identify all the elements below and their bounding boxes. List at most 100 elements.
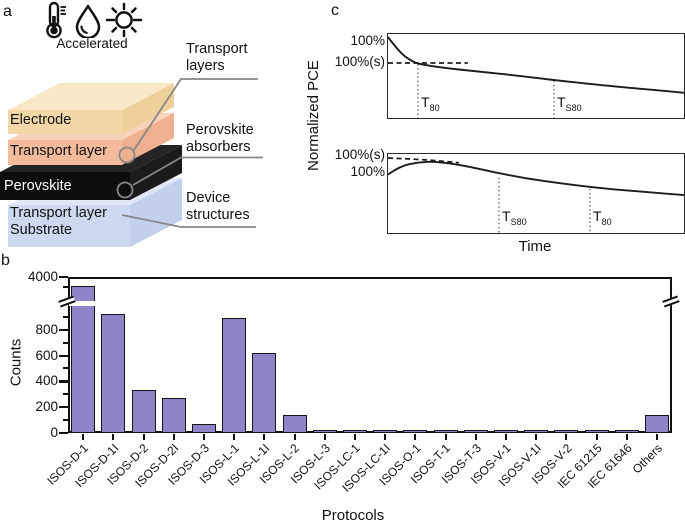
layer-label-transport-top: Transport layer [10,143,107,159]
bar-ISOS-L-2 [282,415,307,433]
y-minor-tick [63,315,68,318]
callout-connectors [116,78,263,228]
x-tick [353,434,356,440]
x-tick [323,434,326,440]
y-minor-tick [63,367,68,370]
layer-label-electrode: Electrode [10,112,72,128]
y-tick [59,328,68,331]
y-minor-tick [63,419,68,422]
y-tick [59,380,68,383]
x-tick [293,434,296,440]
ts80-marker-bottom: TS80 [502,208,527,227]
y-tick-label-800: 800 [35,321,58,337]
layer-label-perovskite: Perovskite [4,178,72,194]
pce-top-stabilized-label: 100%(s) [334,54,385,69]
bar-ISOS-LC-1I [373,430,398,433]
sun-icon [105,2,143,38]
pce-axis-label: Normalized PCE [304,59,322,171]
y-minor-tick [63,341,68,344]
y-tick-label-0: 0 [50,425,58,440]
panel-b-label: b [1,252,10,269]
perovskite-slab-front [0,172,130,200]
layer-label-substrate: Substrate [10,222,73,238]
bar-Others [644,415,669,433]
pce-bottom-initial-label: 100% [350,164,385,179]
transport-slab-side [122,113,174,165]
accelerated-label: Accelerated [56,36,128,51]
droplet-icon [75,4,101,38]
bar-ISOS-L-3 [312,430,337,433]
bar-ISOS-V-1 [493,430,518,433]
x-tick [172,434,175,440]
t80-marker-top: T80 [421,94,440,113]
y-tick-label-600: 600 [35,347,58,363]
y-tick [59,432,68,435]
pce-bottom-stabilized-label: 100%(s) [334,147,385,162]
x-tick [202,434,205,440]
bar-ISOS-O-1 [403,430,428,433]
x-tick [142,434,145,440]
y-tick-label-400: 400 [35,373,58,389]
electrode-slab-front [8,110,122,134]
bar-ISOS-T-3 [463,430,488,433]
pce-decay-curve [387,160,685,197]
blue-slab-front [8,205,130,247]
callout-perovskite-absorbers: Perovskite absorbers [186,122,254,155]
x-tick [655,434,658,440]
pce-bottom-curve [387,157,685,233]
x-tick [474,434,477,440]
bar-plot-area [68,277,672,433]
blue-slab-side [130,178,182,247]
y-tick [59,406,68,409]
pce-top-curve [387,36,685,118]
bar-ISOS-T-1 [433,430,458,433]
bar-ISOS-D-3 [191,424,216,433]
x-tick [112,434,115,440]
y-tick [59,354,68,357]
transport-marker-circle [118,146,136,164]
thermometer-icon [46,1,66,39]
device-stack-diagram [0,83,182,247]
transport-slab-front [8,140,122,165]
bar-ISOS-L-1 [222,318,247,433]
x-tick [625,434,628,440]
x-tick [414,434,417,440]
bar-ISOS-V-2 [554,430,579,433]
x-tick [233,434,236,440]
x-tick [444,434,447,440]
panel-a-label: a [3,3,12,20]
x-tick [535,434,538,440]
bar-ISOS-L-1I [252,353,277,433]
layer-label-transport-bottom: Transport layer [10,205,107,221]
x-tick [384,434,387,440]
electrode-slab-top [8,83,174,110]
bar-ISOS-D-1I [101,314,126,433]
y-minor-tick [63,393,68,396]
panel-c-label: c [331,2,339,19]
pce-top-initial-label: 100% [350,33,385,48]
protocols-axis-label: Protocols [321,507,385,524]
t80-marker-bottom: T80 [593,208,612,227]
callout-device-structures: Device structures [186,190,250,223]
y-tick [59,276,68,279]
x-tick [595,434,598,440]
x-tick [565,434,568,440]
x-tick [504,434,507,440]
perovskite-marker-circle [116,181,134,199]
bar-chart-frame [68,277,672,433]
time-axis-label: Time [518,238,552,255]
electrode-slab-side [122,83,174,134]
y-tick-label-4000: 4000 [27,269,58,284]
stabilized-level-dashed-line [387,157,460,164]
bar-ISOS-D-2 [131,390,156,433]
bar-axis-break-gap [69,301,98,306]
bar-ISOS-V-1I [524,430,549,433]
y-tick-label-200: 200 [35,399,58,415]
bar-IEC 61646 [614,430,639,433]
ts80-marker-top: TS80 [557,94,582,113]
y-minor-tick [63,286,68,288]
callout-transport-layers: Transport layers [186,41,248,74]
x-tick [82,434,85,440]
bar-ISOS-D-1 [71,286,96,433]
